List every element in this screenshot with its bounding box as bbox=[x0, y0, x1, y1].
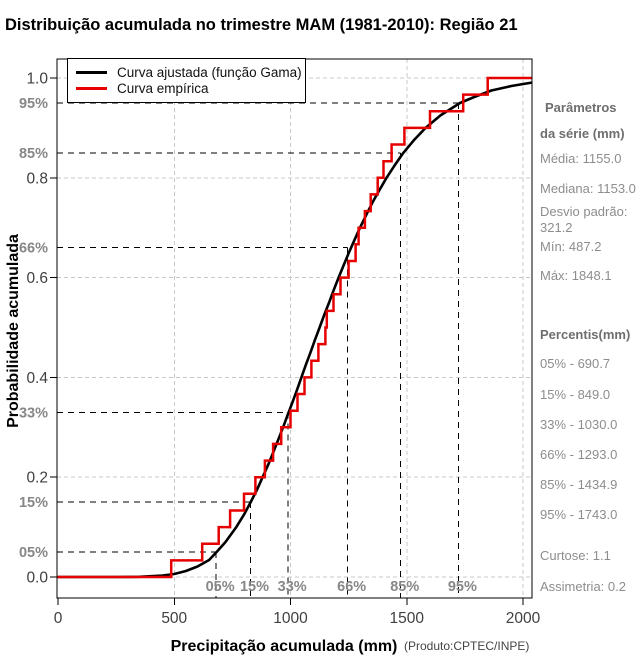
legend-item-fitted: Curva ajustada (função Gama) bbox=[76, 64, 305, 80]
y-percent-label-33%: 33% bbox=[19, 405, 48, 421]
panel-p05: 05% - 690.7 bbox=[540, 356, 611, 371]
panel-min: Mín: 487.2 bbox=[540, 239, 602, 254]
legend: Curva ajustada (função Gama) Curva empír… bbox=[67, 58, 306, 103]
x-percent-label-85%: 85% bbox=[390, 579, 419, 595]
panel-header-percentis: Percentis(mm) bbox=[540, 327, 631, 342]
panel-mediana: Mediana: 1153.0 bbox=[540, 181, 636, 196]
chart-title: Distribuição acumulada no trimestre MAM … bbox=[5, 16, 518, 34]
panel-desvio: Desvio padrão: 321.2 bbox=[540, 204, 628, 235]
empirical-curve bbox=[57, 76, 532, 579]
x-tick-label: 500 bbox=[161, 610, 187, 627]
y-tick-label: 0.6 bbox=[26, 270, 48, 287]
panel-max: Máx: 1848.1 bbox=[540, 268, 612, 283]
x-tick-label: 1000 bbox=[273, 610, 308, 627]
plot-border bbox=[56, 58, 533, 599]
x-percent-label-95%: 95% bbox=[448, 579, 477, 595]
y-tick-label: 0.8 bbox=[26, 170, 48, 187]
legend-label-empirical: Curva empírica bbox=[117, 80, 209, 96]
y-tick-label: 1.0 bbox=[26, 71, 48, 88]
legend-item-empirical: Curva empírica bbox=[76, 80, 305, 96]
panel-media: Média: 1155.0 bbox=[540, 151, 622, 166]
empirical-line-swatch bbox=[76, 86, 107, 90]
y-tick-label: 0.2 bbox=[26, 470, 48, 487]
x-percent-label-15%: 15% bbox=[240, 579, 269, 595]
y-percent-label-15%: 15% bbox=[19, 495, 48, 511]
fitted-curve bbox=[58, 81, 533, 579]
panel-p15: 15% - 849.0 bbox=[540, 387, 611, 402]
y-tick-label: 0.4 bbox=[26, 370, 48, 387]
panel-header-parametros: Parâmetros bbox=[545, 100, 617, 115]
x-percent-label-05%: 05% bbox=[206, 579, 235, 595]
panel-assimetria: Assimetria: 0.2 bbox=[540, 579, 626, 594]
panel-curtose: Curtose: 1.1 bbox=[540, 548, 611, 563]
y-percent-label-66%: 66% bbox=[19, 241, 48, 257]
x-percent-label-33%: 33% bbox=[278, 579, 307, 595]
x-percent-label-66%: 66% bbox=[337, 579, 366, 595]
fitted-line-swatch bbox=[76, 70, 107, 74]
panel-p33: 33% - 1030.0 bbox=[540, 417, 618, 432]
panel-p85: 85% - 1434.9 bbox=[540, 477, 618, 492]
panel-p66: 66% - 1293.0 bbox=[540, 447, 618, 462]
legend-label-fitted: Curva ajustada (função Gama) bbox=[117, 64, 302, 80]
panel-header-serie: da série (mm) bbox=[540, 126, 625, 141]
panel-p95: 95% - 1743.0 bbox=[540, 507, 618, 522]
y-percent-label-85%: 85% bbox=[19, 146, 48, 162]
x-tick-label: 1500 bbox=[390, 610, 425, 627]
y-tick-label: 0.0 bbox=[26, 570, 48, 587]
x-tick-label: 0 bbox=[54, 610, 63, 627]
y-percent-label-05%: 05% bbox=[19, 545, 48, 561]
x-tick-label: 2000 bbox=[506, 610, 541, 627]
y-percent-label-95%: 95% bbox=[19, 96, 48, 112]
x-axis-label: Precipitação acumulada (mm) bbox=[170, 638, 398, 655]
credit-text: (Produto:CPTEC/INPE) bbox=[404, 639, 530, 653]
